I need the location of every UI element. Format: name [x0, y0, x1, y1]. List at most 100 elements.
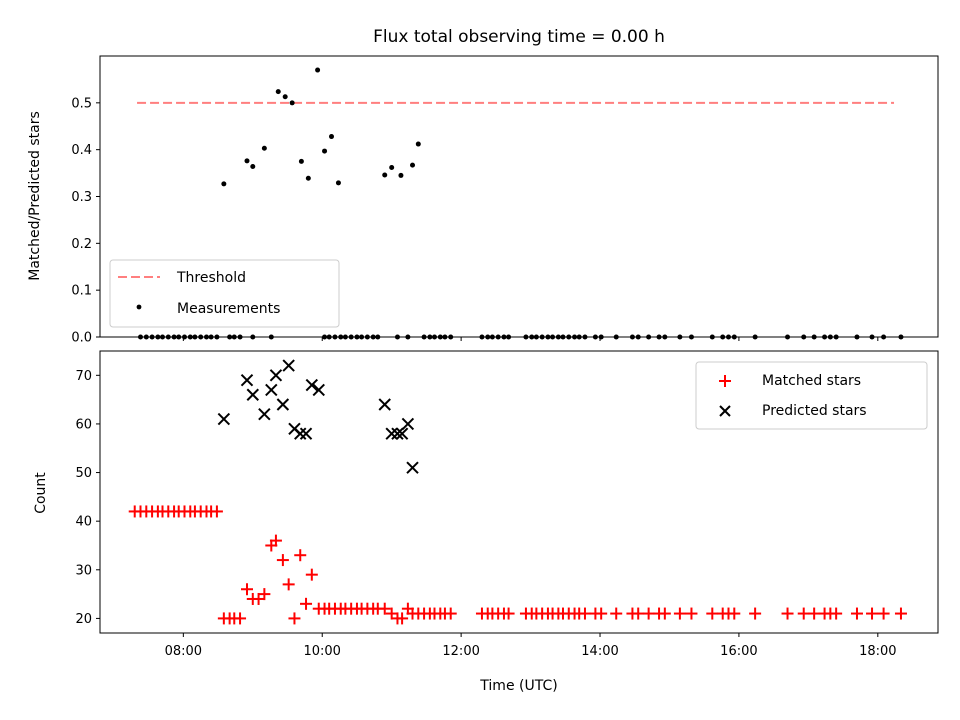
bottom-ytick-label: 50	[75, 466, 92, 481]
top-ytick-label: 0.1	[71, 284, 92, 299]
legend-matched-label: Matched stars	[762, 373, 861, 389]
top-legend-box	[109, 259, 340, 328]
xtick-label: 16:00	[720, 644, 757, 659]
predicted-star-point	[299, 427, 313, 440]
top-ytick-label: 0.0	[71, 331, 92, 346]
measurement-point	[289, 100, 295, 106]
legend-measurements-marker	[136, 304, 142, 310]
predicted-star-point	[378, 398, 391, 411]
top-data-marks	[137, 67, 904, 340]
predicted-star-point	[246, 388, 259, 401]
predicted-star-point	[395, 427, 409, 440]
matched-star-point	[269, 534, 282, 547]
measurement-point	[298, 158, 304, 164]
predicted-star-point	[282, 359, 295, 372]
matched-star-point	[444, 607, 457, 620]
bottom-y-ticks: 20 30 40 50 60 70	[75, 369, 100, 627]
matched-star-point	[595, 607, 608, 620]
measurement-point	[415, 141, 421, 147]
measurement-point	[275, 89, 281, 95]
top-y-axis-label: Matched/Predicted stars	[27, 111, 43, 281]
matched-star-point	[300, 597, 313, 610]
xtick-label: 10:00	[303, 644, 340, 659]
matched-star-point	[877, 607, 890, 620]
matched-star-point	[685, 607, 698, 620]
top-y-ticks: 0.0 0.1 0.2 0.3 0.4 0.5	[71, 96, 100, 346]
matched-star-point	[632, 607, 645, 620]
bottom-ytick-label: 70	[75, 369, 92, 384]
matched-star-point	[502, 607, 515, 620]
matched-star-point	[210, 505, 223, 518]
predicted-star-point	[276, 398, 290, 411]
top-plot-frame	[99, 55, 939, 338]
matched-star-point	[658, 607, 671, 620]
measurement-point	[250, 164, 256, 170]
measurement-point	[315, 67, 321, 73]
matched-star-point	[610, 607, 623, 620]
matched-star-point	[894, 607, 907, 620]
bottom-legend-box	[695, 361, 928, 430]
predicted-star-point	[305, 378, 319, 392]
measurement-point	[244, 158, 250, 164]
predicted-star-point	[294, 427, 307, 440]
predicted-star-point	[240, 373, 254, 387]
bottom-ytick-label: 20	[75, 612, 92, 627]
measurement-point	[382, 172, 388, 178]
top-ytick-label: 0.4	[71, 143, 92, 158]
matched-star-point	[288, 612, 301, 625]
matched-star-point	[850, 607, 863, 620]
predicted-star-point	[312, 383, 325, 397]
bottom-ytick-label: 40	[75, 515, 92, 530]
matched-star-point	[830, 607, 843, 620]
bottom-panel: 20 30 40 50 60 70 08:00 10:00 12:00 14:00 16:00 18…	[33, 350, 939, 694]
matched-star-point	[578, 607, 591, 620]
top-legend: Threshold Measurements	[109, 259, 340, 328]
matched-star-point	[294, 549, 307, 562]
xtick-label: 08:00	[165, 644, 202, 659]
xtick-label: 18:00	[859, 644, 896, 659]
matched-star-point	[673, 607, 686, 620]
measurement-point	[328, 134, 334, 140]
matched-star-point	[305, 568, 318, 581]
matched-star-point	[258, 588, 271, 601]
matched-star-point	[728, 607, 741, 620]
bottom-plot-frame	[99, 350, 939, 634]
predicted-star-point	[265, 383, 278, 397]
top-ytick-label: 0.5	[71, 96, 92, 111]
matched-star-point	[866, 607, 879, 620]
legend-threshold-label: Threshold	[176, 270, 246, 286]
predicted-star-point	[406, 461, 419, 474]
predicted-star-point	[258, 407, 271, 421]
matched-star-point	[706, 607, 719, 620]
matched-star-point	[240, 583, 253, 596]
measurement-point	[322, 148, 328, 154]
matched-star-point	[781, 607, 794, 620]
bottom-data-marks	[128, 359, 907, 625]
xtick-label: 12:00	[442, 644, 479, 659]
legend-measurements-label: Measurements	[177, 301, 280, 317]
measurement-point	[335, 180, 341, 186]
top-ytick-label: 0.3	[71, 190, 92, 205]
matched-star-point	[396, 612, 409, 625]
measurement-point	[305, 175, 311, 181]
bottom-legend: Matched stars Predicted stars	[695, 361, 928, 430]
predicted-star-point	[391, 427, 404, 440]
matched-star-point	[276, 554, 289, 567]
chart-title: Flux total observing time = 0.00 h	[373, 27, 665, 47]
legend-matched-marker	[719, 375, 731, 387]
matched-star-point	[378, 602, 391, 615]
predicted-star-point	[385, 427, 398, 440]
matched-star-point	[282, 578, 295, 591]
bottom-ytick-label: 60	[75, 417, 92, 432]
measurement-point	[261, 145, 267, 151]
predicted-star-point	[401, 417, 415, 431]
top-panel: 0.0 0.1 0.2 0.3 0.4 0.5 Matched/Predicted sta…	[27, 55, 939, 346]
measurement-point	[221, 181, 227, 187]
bottom-ytick-label: 30	[75, 563, 92, 578]
matched-star-point	[808, 607, 821, 620]
matched-star-point	[642, 607, 655, 620]
bottom-y-axis-label: Count	[33, 472, 49, 514]
measurement-point	[282, 94, 288, 100]
measurement-point	[389, 164, 395, 170]
